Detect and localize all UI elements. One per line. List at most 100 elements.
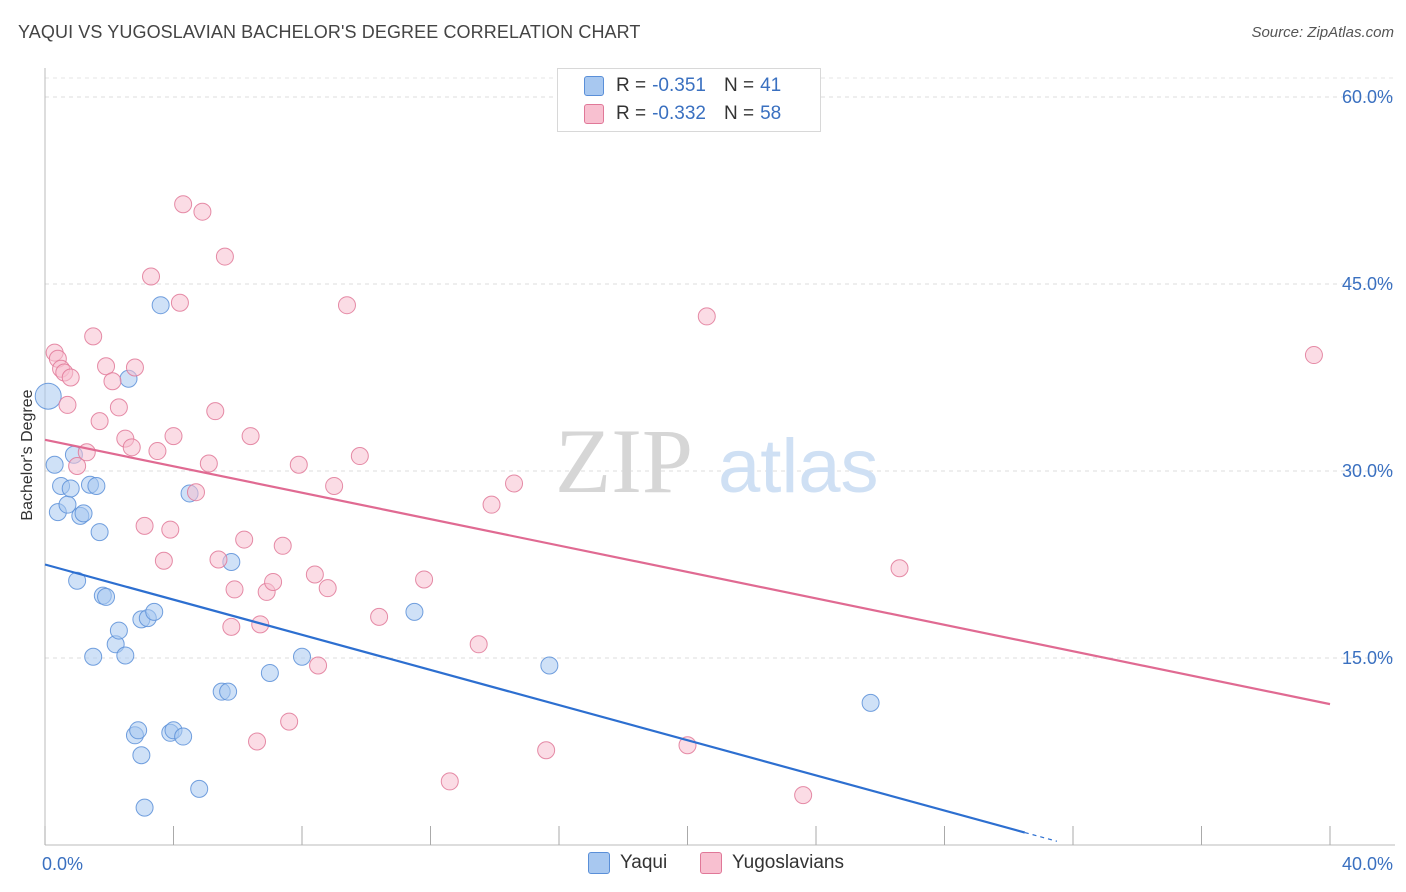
point-yugoslavians [289,455,308,474]
point-yugoslavians [370,607,389,626]
bottom-legend-yaqui: Yaqui [588,852,667,874]
y-tick-label: 45.0% [1342,274,1393,294]
point-yugoslavians [154,551,173,570]
chart-source: Source: ZipAtlas.com [1251,24,1394,41]
point-yugoslavians [469,635,488,654]
point-yugoslavians [415,570,434,589]
y-tick-label: 30.0% [1342,461,1393,481]
watermark: ZIP atlas [555,410,879,512]
point-yugoslavians [125,358,144,377]
bottom-legend-yugoslavians: Yugoslavians [700,852,844,874]
legend-r-label: R = [616,75,647,96]
point-yaqui [116,646,135,665]
point-yaqui [61,479,80,498]
bottom-legend-swatch-yaqui [588,852,610,874]
point-yugoslavians [318,579,337,598]
point-yugoslavians [241,427,260,446]
legend-n-value: 58 [760,103,782,124]
point-yugoslavians [142,267,161,286]
point-yugoslavians [122,438,141,457]
tick-labels: 15.0% 30.0% 45.0% 60.0% 0.0% 40.0% [42,87,1393,874]
point-yugoslavians [135,516,154,535]
point-yugoslavians [309,656,328,675]
point-yugoslavians [61,368,80,387]
axes [44,68,1395,846]
trend-line-yaqui [44,563,1026,834]
point-yugoslavians [235,530,254,549]
legend-swatch-yugoslavians [584,104,604,124]
point-yugoslavians [68,457,87,476]
legend-r-value: -0.351 [652,75,706,96]
trend-line-yugoslavians [44,438,1331,706]
point-yugoslavians [161,520,180,539]
point-yaqui [861,693,880,712]
point-yaqui [90,523,109,542]
point-yaqui [260,663,279,682]
point-yugoslavians [350,447,369,466]
point-yaqui [219,682,238,701]
point-yugoslavians [206,402,225,421]
point-yugoslavians [174,195,193,214]
point-yaqui [405,602,424,621]
point-yugoslavians [58,395,77,414]
legend-r-label: R = [616,103,647,124]
data-points [34,195,1323,817]
grid-lines [45,77,1395,659]
stats-legend: R = -0.351 N = 41 R = -0.332 N = 58 [557,68,821,132]
point-yugoslavians [186,483,205,502]
point-yugoslavians [440,772,459,791]
point-yugoslavians [337,296,356,315]
point-yaqui [129,721,148,740]
point-yaqui [97,587,116,606]
chart-title: YAQUI VS YUGOSLAVIAN BACHELOR'S DEGREE C… [18,22,641,42]
point-yugoslavians [209,550,228,569]
point-yaqui [135,798,154,817]
point-yugoslavians [1304,346,1323,365]
point-yugoslavians [109,398,128,417]
x-tick-label: 40.0% [1342,854,1393,874]
watermark-zip: ZIP [555,410,693,512]
point-yugoslavians [199,454,218,473]
point-yaqui [87,476,106,495]
point-yugoslavians [97,357,116,376]
point-yugoslavians [505,474,524,493]
y-tick-label: 60.0% [1342,87,1393,107]
legend-r-value: -0.332 [652,103,706,124]
point-yaqui [109,621,128,640]
point-yugoslavians [794,786,813,805]
point-yugoslavians [215,247,234,266]
point-yugoslavians [90,412,109,431]
point-yugoslavians [697,307,716,326]
watermark-atlas: atlas [718,424,879,509]
point-yugoslavians [537,741,556,760]
legend-n-value: 41 [760,75,782,96]
legend-n-label: N = [723,103,755,124]
point-yaqui [34,382,62,410]
legend-row-yugoslavians: R = -0.332 N = 58 [584,102,781,126]
point-yaqui [84,647,103,666]
point-yugoslavians [273,536,292,555]
point-yugoslavians [103,372,122,391]
trend-lines [44,438,1331,842]
point-yaqui [190,779,209,798]
point-yaqui [151,296,170,315]
x-tick-label: 0.0% [42,854,83,874]
legend-swatch-yaqui [584,76,604,96]
point-yugoslavians [325,476,344,495]
point-yugoslavians [280,712,299,731]
point-yugoslavians [305,565,324,584]
legend-row-yaqui: R = -0.351 N = 41 [584,74,781,98]
point-yaqui [293,647,311,666]
y-tick-label: 15.0% [1342,648,1393,668]
bottom-legend-label-yaqui: Yaqui [620,852,668,873]
trend-extension-yaqui [1024,831,1058,842]
point-yaqui [145,602,164,621]
point-yugoslavians [222,617,241,636]
point-yugoslavians [193,202,212,221]
point-yaqui [45,455,64,474]
point-yugoslavians [264,572,283,591]
point-yugoslavians [84,327,103,346]
bottom-legend-swatch-yugoslavians [700,852,722,874]
point-yugoslavians [148,442,167,461]
